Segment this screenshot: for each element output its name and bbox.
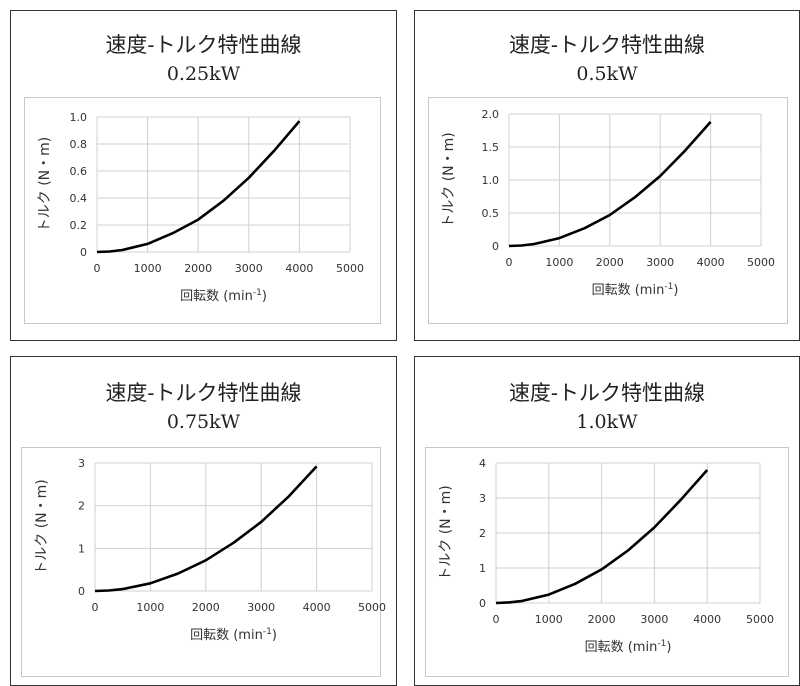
plot-area: 0 1000 2000 3000 4000 5000 0 0.2 0.4 0.6 0.8 1.0 回転数… xyxy=(24,97,381,324)
x-tick-label: 5000 xyxy=(336,262,364,275)
y-tick-label: 3 xyxy=(78,457,85,470)
y-axis-label: トルク (N・m) xyxy=(34,479,50,574)
x-tick-label: 3000 xyxy=(640,613,668,626)
x-tick-label: 0 xyxy=(506,256,513,269)
x-axis-label: 回転数 (min-1) xyxy=(190,627,277,643)
y-axis-label: トルク (N・m) xyxy=(441,132,457,227)
x-tick-label: 2000 xyxy=(192,601,220,614)
x-tick-label: 0 xyxy=(94,262,101,275)
y-tick-label: 0.2 xyxy=(70,219,88,232)
x-tick-label: 4000 xyxy=(693,613,721,626)
y-axis-label: トルク (N・m) xyxy=(37,137,53,232)
gridlines xyxy=(96,116,351,253)
gridlines xyxy=(94,462,373,592)
x-tick-label: 4000 xyxy=(285,262,313,275)
chart-title: 速度-トルク特性曲線 xyxy=(508,381,706,405)
y-tick-label: 1 xyxy=(78,542,85,555)
y-tick-label: 1 xyxy=(479,562,486,575)
chart-panel-0.5kw: 速度-トルク特性曲線 0.5kW 0 1000 2000 3000 4000 5000 0 0… xyxy=(414,10,800,341)
y-tick-label: 2 xyxy=(479,527,486,540)
x-axis-label: 回転数 (min-1) xyxy=(180,288,267,304)
y-tick-label: 4 xyxy=(479,457,486,470)
x-tick-label: 1000 xyxy=(535,613,563,626)
series-line xyxy=(495,469,709,605)
x-tick-label: 2000 xyxy=(588,613,616,626)
x-tick-label: 4000 xyxy=(303,601,331,614)
x-tick-label: 2000 xyxy=(184,262,212,275)
chart-title: 速度-トルク特性曲線 xyxy=(105,381,302,405)
chart-panel-1.0kw: 速度-トルク特性曲線 1.0kW 0 1000 2000 3000 4000 5000 0 1… xyxy=(414,356,800,686)
x-axis-label: 回転数 (min-1) xyxy=(585,639,672,655)
x-tick-label: 5000 xyxy=(747,256,775,269)
x-tick-label: 2000 xyxy=(596,256,624,269)
x-tick-label: 3000 xyxy=(235,262,263,275)
chart-panel-0.25kw: 速度-トルク特性曲線 0.25kW 0 1000 2000 3000 4000 5000 0… xyxy=(10,10,397,341)
y-tick-label: 0.6 xyxy=(70,165,88,178)
x-tick-label: 5000 xyxy=(358,601,386,614)
chart-subtitle: 0.25kW xyxy=(166,63,241,85)
chart-svg: 0 1000 2000 3000 4000 5000 0 0.5 1.0 1.5 2.0 回転数 (m… xyxy=(441,108,775,298)
chart-title: 速度-トルク特性曲線 xyxy=(105,33,302,57)
x-tick-label: 5000 xyxy=(746,613,774,626)
x-tick-label: 0 xyxy=(92,601,99,614)
y-tick-label: 1.0 xyxy=(70,111,88,124)
x-tick-label: 0 xyxy=(493,613,500,626)
chart-svg: 0 1000 2000 3000 4000 5000 0 0.2 0.4 0.6 0.8 1.0 回転数… xyxy=(37,111,364,304)
chart-title: 速度-トルク特性曲線 xyxy=(508,33,706,57)
gridlines xyxy=(495,462,761,604)
x-tick-label: 1000 xyxy=(545,256,573,269)
chart-panel-0.75kw: 速度-トルク特性曲線 0.75kW 0 1000 2000 3000 4000 5000 0… xyxy=(10,356,397,686)
y-tick-label: 0.8 xyxy=(70,138,88,151)
chart-subtitle: 1.0kW xyxy=(576,411,638,433)
y-tick-label: 3 xyxy=(479,492,486,505)
series-line xyxy=(94,465,318,593)
x-tick-label: 3000 xyxy=(247,601,275,614)
y-tick-label: 0 xyxy=(80,246,87,259)
gridlines xyxy=(508,113,762,247)
chart-svg: 0 1000 2000 3000 4000 5000 0 1 2 3 4 回転数 (min-1) トルク… xyxy=(438,457,774,655)
x-axis-label: 回転数 (min-1) xyxy=(592,282,679,298)
plot-area: 0 1000 2000 3000 4000 5000 0 1 2 3 4 回転数 (min-1) トルク… xyxy=(425,447,789,677)
plot-area: 0 1000 2000 3000 4000 5000 0 1 2 3 回転数 (min-1) トルク … xyxy=(21,447,386,677)
x-tick-label: 4000 xyxy=(697,256,725,269)
series-line xyxy=(96,120,301,254)
x-tick-label: 1000 xyxy=(136,601,164,614)
series-line xyxy=(508,121,712,248)
x-tick-label: 1000 xyxy=(134,262,162,275)
plot-area: 0 1000 2000 3000 4000 5000 0 0.5 1.0 1.5 2.0 回転数 (m… xyxy=(428,97,788,324)
y-tick-label: 2 xyxy=(78,500,85,513)
y-tick-label: 0 xyxy=(479,597,486,610)
chart-subtitle: 0.75kW xyxy=(166,411,241,433)
y-tick-label: 1.5 xyxy=(482,141,500,154)
y-tick-label: 0 xyxy=(78,585,85,598)
y-axis-label: トルク (N・m) xyxy=(438,485,454,580)
chart-subtitle: 0.5kW xyxy=(576,63,638,85)
y-tick-label: 1.0 xyxy=(482,174,500,187)
y-tick-label: 0 xyxy=(492,240,499,253)
y-tick-label: 0.5 xyxy=(482,207,500,220)
y-tick-label: 0.4 xyxy=(70,192,88,205)
x-tick-label: 3000 xyxy=(646,256,674,269)
y-tick-label: 2.0 xyxy=(482,108,500,121)
chart-svg: 0 1000 2000 3000 4000 5000 0 1 2 3 回転数 (min-1) トルク … xyxy=(34,457,386,643)
